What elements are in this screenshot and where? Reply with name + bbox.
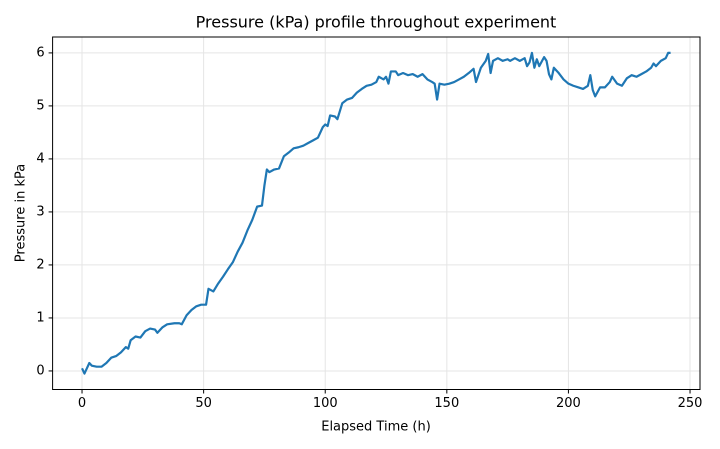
y-tick-label: 4	[36, 151, 44, 166]
chart-title: Pressure (kPa) profile throughout experi…	[196, 13, 557, 32]
data-line	[81, 51, 671, 375]
x-tick-label: 150	[434, 396, 459, 411]
x-tick-label: 100	[313, 396, 338, 411]
y-axis-label: Pressure in kPa	[14, 164, 29, 262]
y-tick-label: 5	[36, 98, 44, 113]
y-tick-label: 1	[36, 310, 44, 325]
x-tick-label: 200	[556, 396, 581, 411]
x-axis-label: Elapsed Time (h)	[321, 420, 431, 435]
y-tick-label: 3	[36, 204, 44, 219]
x-tick-label: 250	[678, 396, 703, 411]
x-tick-label: 0	[78, 396, 86, 411]
x-tick-label: 50	[195, 396, 212, 411]
y-tick-label: 2	[36, 257, 44, 272]
y-tick-label: 6	[36, 45, 44, 60]
y-tick-label: 0	[36, 363, 44, 378]
plot-frame	[52, 36, 701, 390]
